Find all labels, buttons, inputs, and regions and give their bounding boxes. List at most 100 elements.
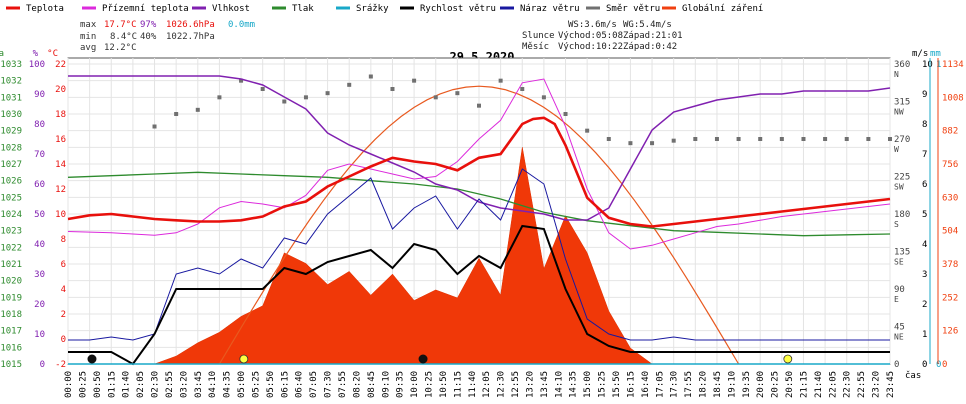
info-sun-label: Slunce [522, 31, 555, 41]
x-tick-label: 07:30 [324, 371, 334, 398]
axis-tick-dir-name: NE [894, 333, 904, 342]
x-tick-label: 07:05 [309, 371, 319, 398]
wind-direction-point [671, 138, 676, 143]
x-axis-label: čas [905, 370, 921, 381]
x-tick-label: 06:40 [295, 371, 305, 398]
axis-tick-ms: 6 [922, 180, 927, 190]
axis-tick-hpa: 1018 [0, 310, 22, 320]
x-tick-label: 16:15 [626, 371, 636, 398]
axis-tick-ms: 3 [922, 270, 927, 280]
x-tick-label: 02:30 [151, 371, 161, 398]
wind-direction-point [758, 137, 763, 141]
wind-direction-point [498, 78, 503, 83]
axis-tick-pct: 50 [34, 210, 45, 220]
axis-tick-c: 0 [61, 335, 66, 345]
x-tick-label: 11:40 [468, 371, 478, 398]
x-tick-label: 13:20 [525, 371, 535, 398]
pressure-line [67, 171, 891, 237]
axis-tick-wm2: 504 [942, 227, 958, 237]
axis-tick-dir: 180 [894, 210, 910, 220]
axis-tick-ms: 4 [922, 240, 927, 250]
legend-item-label: Náraz větru [520, 4, 580, 14]
wind-direction-point [433, 95, 438, 100]
wind-direction-point [368, 74, 373, 79]
legend-item-label: Srážky [356, 4, 389, 14]
axis-tick-c: 16 [55, 135, 66, 145]
x-tick-label: 02:55 [165, 371, 175, 398]
x-tick-label: 09:10 [381, 371, 391, 398]
stats-min-label: min [80, 32, 96, 42]
axis-tick-hpa: 1017 [0, 327, 22, 337]
stats-max-label: max [80, 20, 97, 30]
axis-tick-dir-name: W [894, 145, 899, 154]
axis-tick-hpa: 1029 [0, 127, 22, 137]
x-tick-label: 16:40 [641, 371, 651, 398]
x-tick-label: 20:00 [756, 371, 766, 398]
x-tick-label: 23:45 [886, 371, 896, 398]
legend-item-label: Směr větru [606, 4, 660, 14]
wind-direction-point [563, 112, 568, 116]
x-tick-label: 15:25 [598, 371, 608, 398]
axis-tick-ms: 0 [922, 360, 927, 370]
axis-tick-hpa: 1022 [0, 243, 22, 253]
x-tick-label: 13:45 [540, 371, 550, 398]
axis-tick-pct: 90 [34, 90, 45, 100]
wind-direction-point [714, 137, 719, 141]
x-tick-label: 04:10 [208, 371, 218, 398]
axis-tick-wm2: 378 [942, 260, 958, 270]
temperature-line [67, 116, 891, 228]
axis-tick-hpa: 1016 [0, 343, 22, 353]
stats-avg-temp: 12.2°C [104, 43, 137, 53]
axis-tick-mm: 1 [936, 60, 941, 70]
x-tick-label: 12:05 [482, 371, 492, 398]
x-tick-label: 06:15 [280, 371, 290, 398]
axis-unit-hpa: hPa [0, 49, 4, 59]
axis-tick-dir: 45 [894, 323, 905, 333]
x-tick-label: 00:00 [64, 371, 74, 398]
axis-tick-hpa: 1026 [0, 177, 22, 187]
x-tick-label: 01:15 [107, 371, 117, 398]
axis-tick-dir-name: S [894, 220, 899, 229]
wind-direction-point [455, 91, 460, 96]
x-tick-label: 00:50 [93, 371, 103, 398]
axis-tick-pct: 30 [34, 270, 45, 280]
axis-tick-ms: 1 [922, 330, 927, 340]
x-ticks: 00:00 00:25 00:50 01:15 01:40 02:05 02:30 02:55… [64, 371, 896, 398]
info-ws: WS:3.6m/s [568, 20, 617, 30]
x-tick-label: 20:50 [785, 371, 795, 398]
wind-direction-point [195, 107, 200, 112]
x-tick-label: 18:45 [713, 371, 723, 398]
axis-tick-c: -2 [55, 360, 66, 370]
axis-tick-dir: 90 [894, 285, 905, 295]
wind-direction-point [282, 99, 287, 104]
axis-tick-c: 22 [55, 60, 66, 70]
axis-unit-ms: m/s [912, 49, 928, 59]
axis-tick-c: 10 [55, 210, 66, 220]
legend-item-label: Rychlost větru [420, 4, 496, 14]
axis-tick-hpa: 1015 [0, 360, 22, 370]
axis-tick-pct: 70 [34, 150, 45, 160]
axis-tick-dir-name: SE [894, 258, 904, 267]
x-tick-label: 08:20 [352, 371, 362, 398]
axis-tick-c: 12 [55, 185, 66, 195]
wind-direction-point [606, 137, 611, 141]
x-tick-label: 15:50 [612, 371, 622, 398]
x-tick-label: 12:30 [497, 371, 507, 398]
info-wg: WG:5.4m/s [623, 20, 672, 30]
x-tick-label: 21:15 [799, 371, 809, 398]
axis-tick-dir-name: N [894, 70, 899, 79]
x-tick-label: 00:25 [78, 371, 88, 398]
axes: hPa1033103210311030102910281027102610251… [0, 49, 964, 370]
axis-tick-mm: 0 [936, 360, 941, 370]
axis-tick-ms: 7 [922, 150, 927, 160]
x-tick-label: 14:10 [554, 371, 564, 398]
x-tick-label: 09:35 [396, 371, 406, 398]
wind-direction-point [390, 87, 395, 91]
wind-direction-point [585, 128, 590, 133]
series-layer [67, 74, 892, 366]
x-tick-label: 20:25 [771, 371, 781, 398]
wind-direction-point [152, 124, 157, 129]
axis-tick-ms: 8 [922, 120, 927, 130]
